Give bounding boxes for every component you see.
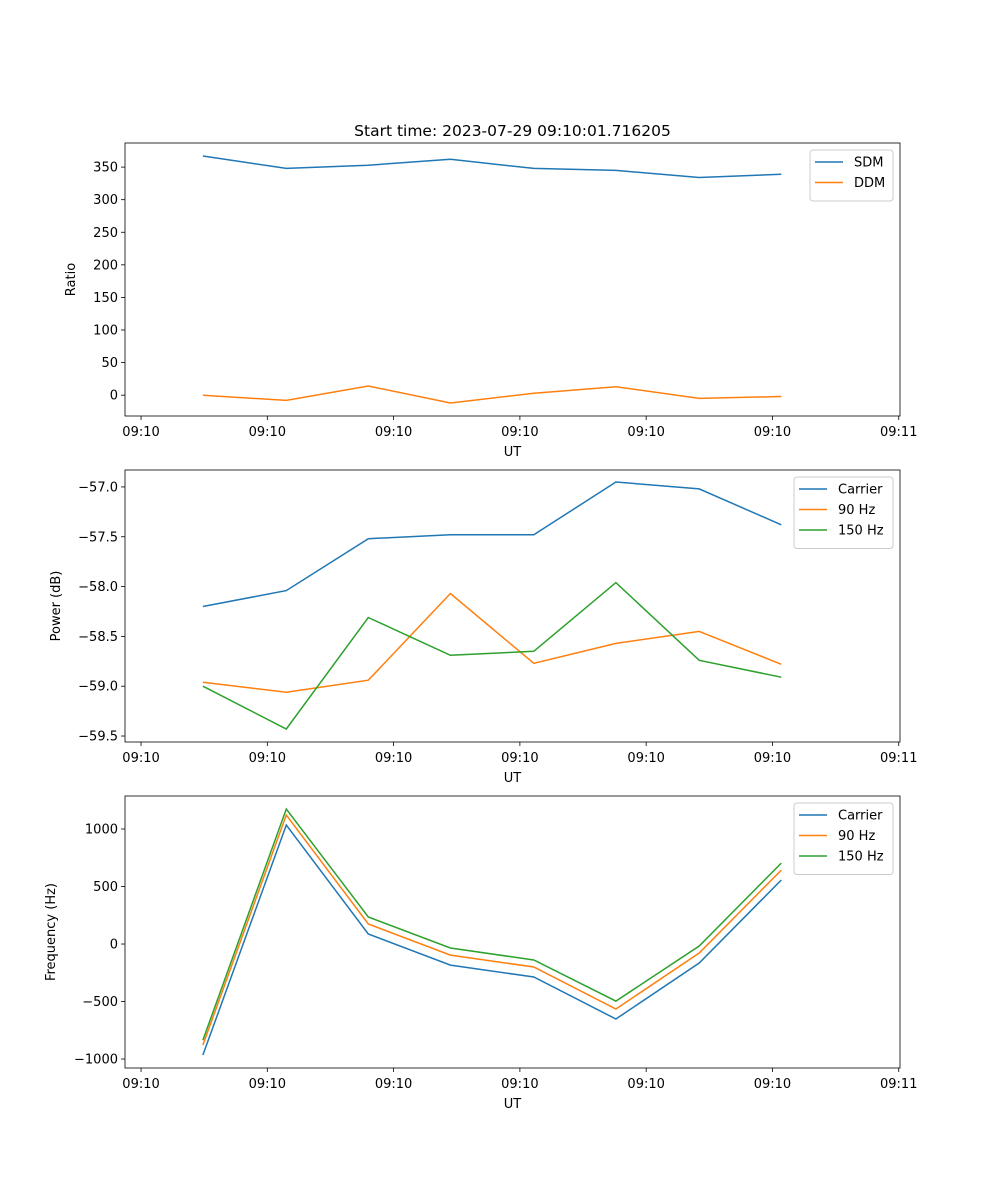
x-tick-label: 09:10	[754, 425, 791, 440]
series-line-carrier	[202, 823, 782, 1056]
x-tick-label: 09:11	[880, 1077, 917, 1092]
y-axis-label: Frequency (Hz)	[44, 883, 59, 981]
y-axis-label: Ratio	[64, 263, 79, 296]
y-tick-label: −58.0	[78, 580, 118, 595]
chart-title: Start time: 2023-07-29 09:10:01.716205	[354, 122, 671, 140]
y-tick-label: 300	[93, 193, 118, 208]
x-tick-label: 09:11	[880, 425, 917, 440]
y-tick-label: −58.5	[78, 630, 118, 645]
y-tick-label: 0	[110, 389, 118, 404]
y-tick-label: −500	[82, 995, 118, 1010]
y-tick-label: 0	[110, 938, 118, 953]
legend-label: Carrier	[838, 809, 883, 824]
y-tick-label: 1000	[85, 823, 118, 838]
subplot-1: 09:10 09:10 09:10 09:10 09:10 09:10 09:11 0 50 10…	[64, 122, 917, 460]
x-tick-label: 09:10	[501, 425, 538, 440]
x-tick-label: 09:10	[375, 425, 412, 440]
axes-frame	[124, 142, 901, 417]
x-tick-label: 09:10	[249, 751, 286, 766]
x-axis-label: UT	[504, 445, 522, 460]
legend-label: DDM	[854, 176, 885, 191]
x-tick-label: 09:10	[375, 1077, 412, 1092]
legend-label: 150 Hz	[838, 850, 884, 865]
legend-label: Carrier	[838, 483, 883, 498]
x-axis-label: UT	[504, 1097, 522, 1112]
x-tick-label: 09:10	[627, 751, 664, 766]
x-tick-label: 09:10	[627, 425, 664, 440]
x-axis-label: UT	[504, 771, 522, 786]
x-tick-label: 09:10	[249, 1077, 286, 1092]
x-tick-label: 09:11	[880, 751, 917, 766]
x-tick-label: 09:10	[375, 751, 412, 766]
series-line-150-hz	[202, 581, 782, 730]
series-line-sdm	[202, 155, 782, 179]
x-tick-label: 09:10	[501, 751, 538, 766]
series-line-150-hz	[202, 807, 782, 1041]
y-tick-label: 250	[93, 226, 118, 241]
x-tick-label: 09:10	[501, 1077, 538, 1092]
subplot-2: 09:10 09:10 09:10 09:10 09:10 09:10 09:11 −59.5…	[49, 469, 917, 786]
y-tick-label: 100	[93, 323, 118, 338]
y-tick-label: −1000	[74, 1053, 118, 1068]
y-tick-label: 50	[101, 356, 118, 371]
x-tick-label: 09:10	[122, 425, 159, 440]
x-tick-label: 09:10	[627, 1077, 664, 1092]
y-tick-label: 500	[93, 880, 118, 895]
legend-label: 150 Hz	[838, 524, 884, 539]
x-tick-label: 09:10	[249, 425, 286, 440]
y-tick-label: 200	[93, 258, 118, 273]
legend-label: 90 Hz	[838, 503, 875, 518]
x-tick-label: 09:10	[122, 751, 159, 766]
legend: Carrier 90 Hz 150 Hz	[793, 802, 894, 875]
legend-label: 90 Hz	[838, 829, 875, 844]
series-line-90-hz	[202, 813, 782, 1046]
y-tick-label: 350	[93, 161, 118, 176]
legend: SDM DDM	[809, 149, 894, 202]
y-tick-label: −57.5	[78, 530, 118, 545]
y-axis-label: Power (dB)	[49, 571, 64, 642]
series-line-90-hz	[202, 592, 782, 693]
y-tick-label: −59.5	[78, 730, 118, 745]
axes-frame	[124, 795, 901, 1069]
series-line-ddm	[202, 385, 782, 404]
x-tick-label: 09:10	[754, 751, 791, 766]
series-line-carrier	[202, 481, 782, 608]
subplot-3: 09:10 09:10 09:10 09:10 09:10 09:10 09:11 −1000…	[44, 795, 917, 1112]
y-tick-label: −59.0	[78, 680, 118, 695]
legend-label: SDM	[854, 156, 883, 171]
axes-frame	[124, 469, 901, 743]
legend: Carrier 90 Hz 150 Hz	[793, 476, 894, 549]
y-tick-label: 150	[93, 291, 118, 306]
x-tick-label: 09:10	[754, 1077, 791, 1092]
x-tick-label: 09:10	[122, 1077, 159, 1092]
y-tick-label: −57.0	[78, 480, 118, 495]
